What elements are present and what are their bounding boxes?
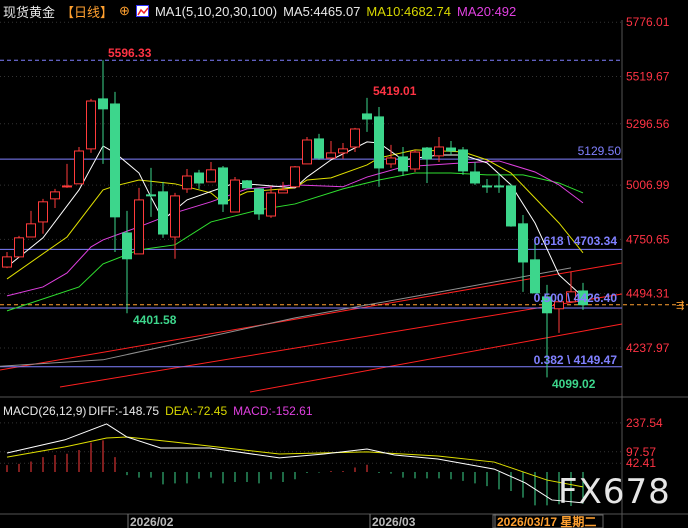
candle-body — [254, 188, 264, 215]
trendline — [59, 293, 623, 388]
macd-dea: DEA:-72.45 — [165, 404, 228, 418]
price-axis-label: 5006.99 — [626, 178, 670, 192]
ma10-value: MA10:4682.74 — [366, 3, 451, 19]
price-axis-label: 5519.67 — [626, 70, 670, 84]
candle-body — [314, 138, 324, 159]
candle-body — [218, 167, 228, 205]
candle-body — [434, 146, 444, 157]
level-label: 5129.50 — [578, 144, 622, 158]
candle-body — [2, 256, 12, 268]
candle-body — [578, 290, 588, 306]
low-price-label: 4401.58 — [133, 313, 177, 327]
ma20-value: MA20:492 — [457, 3, 517, 19]
candle-body — [266, 192, 276, 217]
candle-body — [74, 150, 84, 185]
candle-body — [362, 113, 372, 120]
period-label[interactable]: 【日线】 — [61, 4, 114, 20]
high-price-label: 5596.33 — [108, 46, 152, 60]
candle-body — [242, 180, 252, 189]
fib-382-label: 0.382 \ 4149.47 — [534, 353, 618, 367]
candle-body — [482, 185, 492, 188]
candle-body — [458, 149, 468, 172]
trendline — [249, 323, 623, 393]
indicator-chart-icon[interactable] — [135, 5, 149, 17]
candle-body — [530, 259, 540, 294]
candle-body — [158, 191, 168, 235]
candle-body — [554, 301, 564, 310]
dea-line — [6, 436, 584, 488]
macd-header: MACD(26,12,9) DIFF:-148.75 DEA:-72.45 MA… — [3, 404, 313, 418]
candle-body — [182, 175, 192, 190]
ma-indicator-label: MA1(5,10,20,30,100) — [154, 3, 278, 19]
fib-618-label: 0.618 \ 4703.34 — [534, 234, 618, 248]
candle-body — [86, 100, 96, 150]
watermark: FX678 — [558, 472, 671, 512]
macd-diff: DIFF:-148.75 — [88, 404, 160, 418]
trendline — [0, 262, 623, 371]
candle-body — [206, 169, 216, 183]
candle-body — [290, 166, 300, 188]
candle-body — [110, 103, 120, 218]
candle-body — [566, 291, 576, 303]
candle-body — [170, 195, 180, 238]
high2-price-label: 5419.01 — [373, 84, 417, 98]
ma5-value: MA5:4465.07 — [283, 3, 361, 19]
candle-body — [26, 223, 36, 238]
candle-body — [506, 185, 516, 227]
candle-body — [542, 296, 552, 314]
candle-body — [518, 223, 528, 263]
price-axis-label: 4750.65 — [626, 232, 670, 246]
price-axis-label: 4494.31 — [626, 287, 670, 301]
candle-body — [350, 128, 360, 148]
candle-body — [398, 156, 408, 172]
price-axis-label: 5296.56 — [626, 117, 670, 131]
macd-axis-label: 97.57 — [626, 445, 656, 459]
date-label: 2026/02 — [130, 515, 174, 528]
price-axis-label: 5776.01 — [626, 15, 670, 29]
date-label: 2026/03/17 星期二 — [497, 514, 596, 528]
candle-body — [38, 201, 48, 223]
candle-body — [446, 147, 456, 152]
macd-axis-label: 237.54 — [626, 416, 663, 430]
candle-body — [122, 232, 132, 260]
candle-body — [302, 139, 312, 165]
crosshair-circle-icon[interactable]: ⊕ — [119, 3, 130, 18]
candle-body — [230, 179, 240, 213]
candle-body — [194, 172, 204, 184]
candle-body — [326, 152, 336, 159]
price-axis-label: 4237.97 — [626, 341, 670, 355]
candle-body — [98, 98, 108, 110]
low2-price-label: 4099.02 — [552, 377, 596, 391]
ma30-line — [6, 172, 584, 312]
candle-body — [278, 189, 288, 194]
current-price-arrow-icon: ⇶ — [676, 300, 684, 312]
date-label: 2026/03 — [372, 515, 416, 528]
candle-body — [386, 157, 396, 165]
cursor-date-box — [492, 514, 604, 528]
instrument-title: 现货黄金 — [3, 4, 56, 20]
macd-name: MACD(26,12,9) — [3, 404, 87, 418]
ma100-line — [0, 267, 572, 367]
candle-body — [422, 147, 432, 160]
candle-body — [470, 171, 480, 184]
chart-header: 现货黄金 【日线】 ⊕ MA1(5,10,20,30,100) MA5:4465… — [3, 3, 517, 20]
fib-500-label: 0.500 \ 4426.40 — [534, 291, 618, 305]
candle-body — [50, 191, 60, 200]
candle-body — [134, 199, 144, 255]
candle-body — [410, 151, 420, 170]
candle-body — [374, 116, 384, 169]
candle-body — [494, 185, 504, 188]
macd-value: MACD:-152.61 — [233, 404, 313, 418]
candle-body — [14, 237, 24, 258]
candle-body — [338, 148, 348, 154]
ma10-line — [6, 149, 584, 280]
macd-axis-label: 42.41 — [626, 456, 656, 470]
candle-body — [146, 194, 156, 197]
candle-body — [62, 185, 72, 188]
diff-line — [6, 423, 584, 504]
